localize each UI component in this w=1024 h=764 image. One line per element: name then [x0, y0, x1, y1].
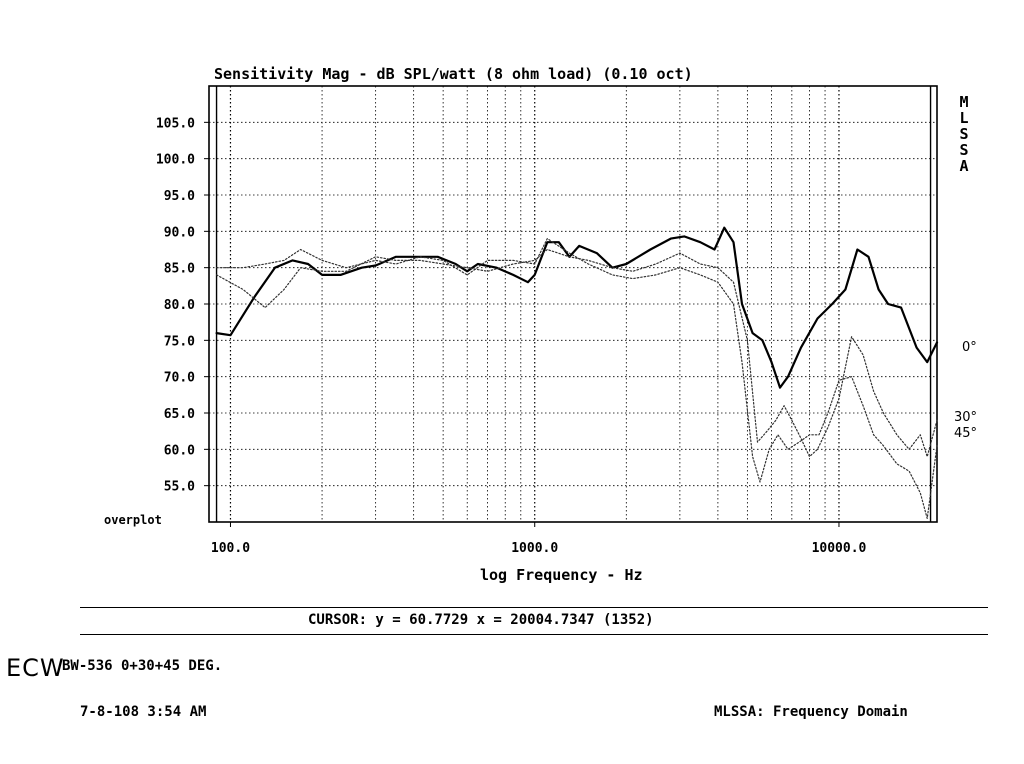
angle-label-30deg: 30°	[954, 410, 978, 425]
y-tick-label: 90.0	[164, 225, 195, 240]
y-tick-label: 60.0	[164, 443, 195, 458]
grid-layer	[209, 86, 937, 522]
overplot-label: overplot	[104, 513, 162, 527]
y-tick-label: 65.0	[164, 407, 195, 422]
y-tick-label: 100.0	[156, 153, 195, 168]
side-letter: A	[959, 157, 969, 175]
y-tick-label: 55.0	[164, 480, 195, 495]
side-letter: S	[959, 141, 969, 159]
chart-title: Sensitivity Mag - dB SPL/watt (8 ohm loa…	[214, 65, 693, 83]
series-line-45deg	[216, 238, 938, 519]
side-letter: M	[959, 93, 969, 111]
date-time: 7-8-108 3:54 AM	[80, 704, 207, 720]
divider-bottom	[80, 634, 988, 635]
cursor-readout: CURSOR: y = 60.7729 x = 20004.7347 (1352…	[308, 612, 654, 628]
y-tick-label: 95.0	[164, 189, 195, 204]
y-tick-label: 85.0	[164, 262, 195, 277]
x-tick-label: 1000.0	[511, 541, 558, 556]
x-tick-label: 10000.0	[812, 541, 867, 556]
divider-top	[80, 607, 988, 608]
tick-label-layer: 105.0 100.0 95.0 90.0 85.0 80.0 75.0 70.0 65.0 60…	[156, 116, 867, 556]
side-letter: L	[959, 109, 969, 127]
y-tick-label: 105.0	[156, 116, 195, 131]
handwritten-initials: ECW	[6, 654, 65, 682]
angle-label-45deg: 45°	[954, 426, 978, 441]
side-letter: S	[959, 125, 969, 143]
plot-frame	[208, 85, 938, 523]
axis-layer	[204, 85, 938, 527]
x-axis-label: log Frequency - Hz	[480, 566, 643, 584]
x-tick-label: 100.0	[211, 541, 250, 556]
mlssa-side-label: M L S S A	[957, 94, 971, 174]
angle-label-0deg: 0°	[962, 340, 977, 355]
y-tick-label: 75.0	[164, 334, 195, 349]
series-line-0deg	[215, 226, 939, 389]
y-tick-label: 70.0	[164, 371, 195, 386]
footer-app-mode: MLSSA: Frequency Domain	[714, 704, 908, 720]
test-description: BW-536 0+30+45 DEG.	[62, 658, 223, 674]
y-tick-label: 80.0	[164, 298, 195, 313]
series-line-30deg	[216, 248, 938, 458]
series-layer	[215, 226, 939, 519]
